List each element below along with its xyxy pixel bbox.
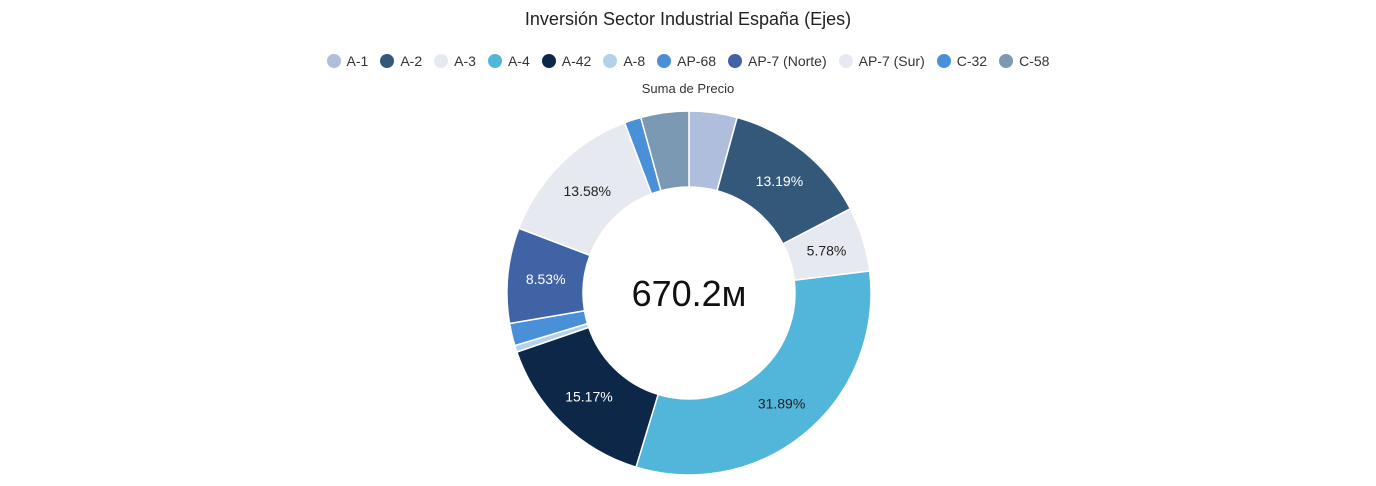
legend-item-a-8[interactable]: A-8 — [603, 53, 645, 69]
legend-label-ap-68: AP-68 — [677, 53, 717, 69]
legend-swatch-ap-68 — [657, 54, 672, 68]
legend-item-a-4[interactable]: A-4 — [487, 53, 530, 69]
legend-swatch-c-32 — [936, 54, 951, 68]
legend-swatch-a-2 — [380, 54, 395, 68]
chart-subtitle: Suma de Precio — [641, 81, 735, 96]
legend-label-a-42: A-42 — [561, 53, 592, 69]
legend-swatch-ap-7-sur — [838, 54, 853, 68]
legend-item-a-3[interactable]: A-3 — [434, 53, 476, 69]
legend-swatch-a-42 — [541, 54, 556, 68]
legend-swatch-a-8 — [603, 54, 618, 68]
data-label-a-4: 31.89% — [758, 395, 805, 411]
legend-swatch-a-3 — [434, 54, 449, 68]
legend-label-a-1: A-1 — [346, 53, 369, 69]
data-label-ap-7-norte: 8.53% — [526, 271, 566, 287]
legend-label-ap-7-sur: AP-7 (Sur) — [858, 53, 925, 69]
chart-title: Inversión Sector Industrial España (Ejes… — [524, 9, 852, 29]
legend-item-a-2[interactable]: A-2 — [380, 53, 422, 69]
data-label-a-42: 15.17% — [565, 389, 612, 405]
legend-swatch-ap-7-norte — [728, 54, 743, 68]
legend-label-c-32: C-32 — [956, 53, 988, 69]
center-total-label: 670.2м — [632, 273, 747, 314]
legend-label-a-3: A-3 — [454, 53, 476, 69]
legend-swatch-c-58 — [999, 54, 1014, 68]
data-label-a-3: 5.78% — [807, 242, 847, 258]
chart-legend: A-1 A-2 A-3 A-4 A-42 A-8 AP-68 AP-7 (Norte) AP-7… — [0, 53, 1376, 69]
data-label-ap-7-sur: 13.58% — [564, 183, 611, 199]
legend-label-c-58: C-58 — [1019, 53, 1050, 69]
legend-label-a-4: A-4 — [507, 53, 530, 69]
legend-item-c-58[interactable]: C-58 — [999, 53, 1049, 69]
data-label-a-2: 13.19% — [756, 173, 803, 189]
legend-item-a-1[interactable]: A-1 — [326, 53, 369, 69]
legend-item-ap-7-sur[interactable]: AP-7 (Sur) — [838, 53, 925, 69]
slice-a-4[interactable] — [635, 270, 872, 476]
legend-item-ap-68[interactable]: AP-68 — [657, 53, 716, 69]
legend-swatch-a-1 — [326, 54, 341, 68]
legend-item-ap-7-norte[interactable]: AP-7 (Norte) — [728, 53, 827, 69]
legend-item-c-32[interactable]: C-32 — [936, 53, 988, 69]
legend-label-a-2: A-2 — [400, 53, 423, 69]
legend-item-a-42[interactable]: A-42 — [541, 53, 592, 69]
legend-label-ap-7-norte: AP-7 (Norte) — [748, 53, 827, 69]
legend-swatch-a-4 — [487, 54, 502, 68]
legend-label-a-8: A-8 — [623, 53, 646, 69]
slice-c-58[interactable] — [639, 110, 690, 192]
